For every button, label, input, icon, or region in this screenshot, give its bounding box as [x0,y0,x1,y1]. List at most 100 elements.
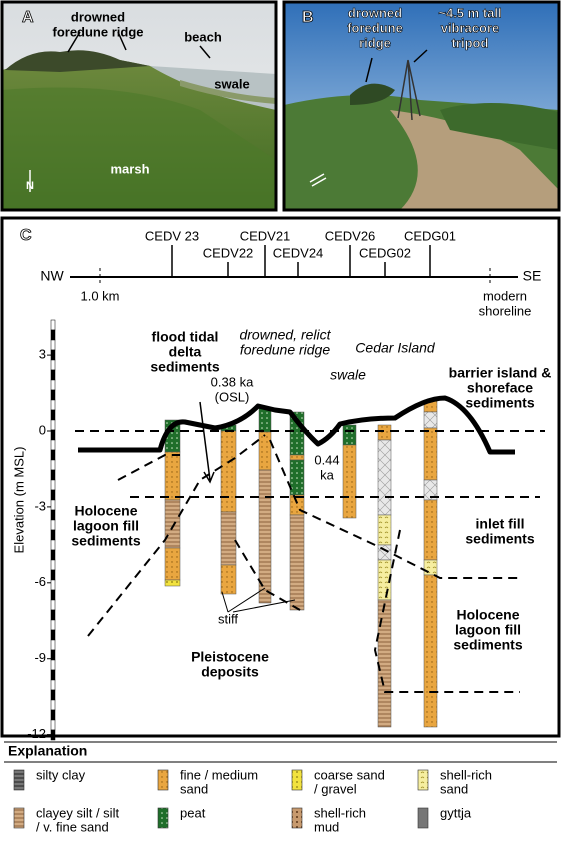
legend-swatch [292,770,302,790]
core-label: CEDV26 [325,228,376,243]
axis-bar [51,470,55,480]
annotation: sediments [453,637,522,653]
legend-label: shell-rich [440,767,492,782]
legend-label: coarse sand [314,767,385,782]
axis-bar [51,330,55,340]
axis-bar [51,350,55,360]
core-segment [424,500,437,560]
axis-bar [51,360,55,370]
core-segment [165,452,180,500]
annotation: Cedar Island [355,340,436,356]
annotation: 0.38 ka [211,374,254,389]
annotation: sediments [150,359,219,375]
axis-bar [51,520,55,530]
annotation: ridge [359,35,391,50]
core-label: CEDV24 [273,245,324,260]
annotation: vibracore [441,20,500,35]
axis-bar [51,590,55,600]
axis-bar [51,570,55,580]
axis-bar [51,730,55,740]
y-axis-label: Elevation (m MSL) [11,447,26,554]
core-segment [165,548,180,580]
core-segment [221,565,236,594]
axis-bar [51,380,55,390]
axis-bar [51,430,55,440]
core-segment [424,428,437,480]
axis-bar [51,700,55,710]
figure: Explanation A B C drownedforedune ridgeb… [0,0,561,840]
annotation: foredune ridge [52,24,143,39]
annotation: stiff [218,611,238,626]
axis-bar [51,490,55,500]
y-tick-label: -12 [27,726,46,741]
annotation: N [26,180,34,192]
legend-label: peat [180,805,206,820]
axis-bar [51,550,55,560]
annotation: ka [320,467,335,482]
annotation: delta [169,344,202,360]
annotation: Pleistocene [191,649,269,665]
annotation: sediments [465,531,534,547]
legend-label: mud [314,819,339,834]
axis-bar [51,650,55,660]
explanation-title: Explanation [8,743,87,759]
axis-bar [51,530,55,540]
legend-label: silty clay [36,767,86,782]
legend-label: shell-rich [314,805,366,820]
core-segment [259,408,271,432]
axis-bar [51,670,55,680]
axis-bar [51,720,55,730]
core-segment [424,412,437,428]
direction: SE [523,268,542,284]
panel-label: A [22,9,34,26]
core-segment [290,515,304,610]
axis-bar [51,480,55,490]
axis-bar [51,600,55,610]
annotation: swale [214,76,249,91]
axis-bar [51,540,55,550]
axis-bar [51,660,55,670]
panel-label: B [302,9,314,26]
annotation: barrier island & [449,365,552,381]
axis-bar [51,680,55,690]
annotation: deposits [201,664,259,680]
core-segment [343,445,356,518]
annotation: Holocene [74,503,137,519]
core-segment [165,500,180,548]
core-segment [424,575,437,727]
axis-bar [51,320,55,330]
y-tick-label: 0 [39,422,46,437]
annotation: tripod [452,35,489,50]
legend-swatch [158,808,168,828]
legend-swatch [14,808,24,828]
legend-label: sand [180,781,208,796]
core-segment [290,455,304,460]
core-segment [378,440,391,515]
legend-label: fine / medium [180,767,258,782]
annotation: 0.44 [314,452,339,467]
axis-bar [51,580,55,590]
core-segment [378,515,391,545]
core-segment [378,425,391,440]
core-segment [424,560,437,575]
y-tick-label: 3 [39,347,46,362]
axis-bar [51,370,55,380]
annotation: shoreline [479,303,532,318]
annotation: sediments [71,533,140,549]
axis-bar [51,630,55,640]
legend-label: sand [440,781,468,796]
axis-bar [51,400,55,410]
core-label: CEDV22 [203,245,254,260]
photo-b [284,2,559,210]
annotation: swale [330,367,366,383]
core-label: CEDG01 [404,228,456,243]
annotation: lagoon fill [455,622,521,638]
annotation: foredune ridge [240,342,331,358]
axis-bar [51,640,55,650]
axis-bar [51,450,55,460]
panel-label: C [20,227,32,244]
y-tick-label: -3 [34,498,46,513]
annotation: Holocene [456,607,519,623]
legend-swatch [158,770,168,790]
annotation: beach [184,29,222,44]
